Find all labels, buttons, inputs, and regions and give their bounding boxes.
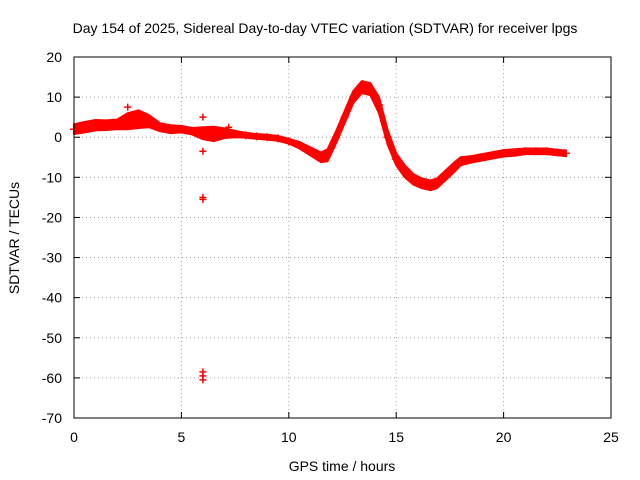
y-tick-label: -60 — [42, 370, 62, 386]
data-point — [426, 181, 435, 190]
data-point — [145, 117, 154, 126]
x-tick-label: 25 — [603, 429, 619, 445]
chart-title: Day 154 of 2025, Sidereal Day-to-day VTE… — [73, 20, 578, 36]
data-point — [91, 121, 100, 130]
outlier-point — [199, 147, 207, 155]
data-point — [80, 123, 89, 132]
data-point — [252, 132, 261, 141]
data-point — [274, 134, 283, 143]
y-tick-label: 20 — [46, 49, 62, 65]
data-point — [112, 120, 121, 129]
data-point — [409, 175, 418, 184]
data-point — [417, 179, 426, 188]
tick-labels: 0 5 10 15 20 25 -70 -60 -50 -40 -30 -20 -10 0 10 20 — [42, 49, 619, 445]
data-point — [306, 147, 315, 156]
y-axis-label: SDTVAR / TECUs — [6, 182, 22, 294]
plot-frame — [73, 56, 612, 419]
data-point — [323, 151, 332, 160]
data-point — [295, 141, 304, 150]
data-point — [349, 93, 358, 102]
data-point — [478, 153, 487, 162]
data-point — [231, 130, 240, 139]
data-point — [467, 155, 476, 164]
grid-lines — [74, 57, 611, 418]
data-point — [400, 167, 409, 176]
y-tick-label: -50 — [42, 330, 62, 346]
y-tick-label: -30 — [42, 250, 62, 266]
x-tick-label: 5 — [178, 429, 186, 445]
data-point — [383, 133, 392, 142]
x-axis-label: GPS time / hours — [289, 458, 396, 474]
data-point — [134, 115, 143, 124]
data-point — [521, 147, 530, 156]
data-point — [450, 163, 459, 172]
data-point — [241, 131, 250, 140]
data-point — [553, 148, 562, 157]
y-tick-label: -10 — [42, 169, 62, 185]
data-point — [357, 83, 366, 92]
axis-ticks — [73, 56, 612, 419]
data-point — [433, 179, 442, 188]
x-tick-label: 20 — [496, 429, 512, 445]
x-tick-label: 10 — [281, 429, 297, 445]
data-layer — [70, 80, 570, 384]
data-point — [510, 148, 519, 157]
outlier-point — [225, 123, 233, 131]
data-point — [542, 147, 551, 156]
data-point — [220, 129, 229, 138]
data-point — [332, 133, 341, 142]
data-point — [102, 121, 111, 130]
data-point — [441, 171, 450, 180]
data-point — [177, 125, 186, 134]
data-point — [263, 133, 272, 142]
data-point — [366, 85, 375, 94]
data-point — [499, 149, 508, 158]
data-point — [456, 157, 465, 166]
y-tick-label: -40 — [42, 290, 62, 306]
data-point — [284, 137, 293, 146]
x-tick-label: 15 — [388, 429, 404, 445]
y-tick-label: -20 — [42, 209, 62, 225]
data-point — [166, 125, 175, 134]
outlier-point — [199, 193, 207, 201]
y-tick-label: 0 — [54, 129, 62, 145]
data-point — [392, 155, 401, 164]
data-point — [123, 117, 132, 126]
data-point — [317, 153, 326, 162]
data-point — [188, 127, 197, 136]
data-point — [155, 123, 164, 132]
sdtvar-trace-band — [73, 80, 567, 192]
data-point — [340, 113, 349, 122]
x-tick-label: 0 — [70, 429, 78, 445]
data-point — [531, 147, 540, 156]
data-point — [561, 149, 570, 158]
outlier-point — [199, 376, 207, 384]
outlier-point — [199, 113, 207, 121]
data-point — [198, 129, 207, 138]
data-point — [375, 101, 384, 110]
y-tick-label: 10 — [46, 89, 62, 105]
data-point — [209, 130, 218, 139]
outlier-point — [124, 103, 132, 111]
data-point — [488, 151, 497, 160]
y-tick-label: -70 — [42, 410, 62, 426]
